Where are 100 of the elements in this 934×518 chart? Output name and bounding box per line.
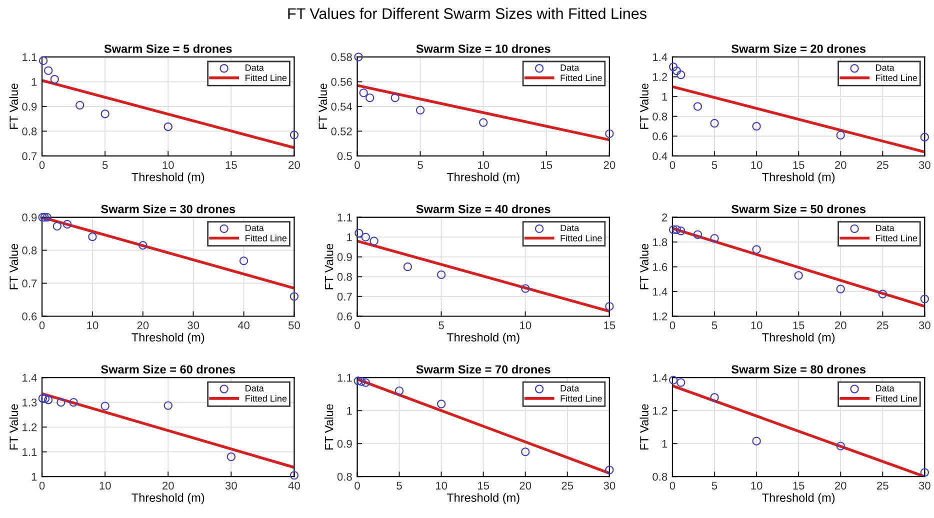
x-tick-label: 15 bbox=[793, 482, 804, 490]
y-axis-title: FT Value bbox=[640, 244, 648, 290]
x-tick-label: 30 bbox=[225, 482, 237, 490]
chart-title: Swarm Size = 70 drones bbox=[416, 364, 550, 374]
x-tick-label: 15 bbox=[226, 161, 237, 169]
chart-title: Swarm Size = 20 drones bbox=[731, 44, 866, 53]
x-tick-label: 10 bbox=[751, 482, 762, 490]
y-tick-label: 1 bbox=[662, 440, 668, 448]
y-tick-label: 0.8 bbox=[22, 246, 37, 254]
x-tick-label: 20 bbox=[162, 482, 174, 490]
y-tick-label: 1 bbox=[662, 92, 668, 101]
legend-label: Fitted Line bbox=[876, 74, 918, 82]
legend-label: Fitted Line bbox=[246, 234, 287, 242]
y-tick-label: 1.2 bbox=[653, 406, 668, 415]
x-tick-label: 10 bbox=[100, 482, 111, 490]
x-tick-label: 10 bbox=[751, 321, 762, 330]
chart-title: Swarm Size = 80 drones bbox=[731, 364, 866, 374]
y-tick-label: 1.2 bbox=[653, 312, 668, 320]
legend-label: Data bbox=[876, 224, 894, 232]
x-tick-label: 5 bbox=[712, 161, 718, 169]
y-tick-label: 1.2 bbox=[22, 423, 37, 432]
y-tick-label: 0.9 bbox=[22, 102, 37, 111]
x-tick-label: 10 bbox=[162, 161, 174, 169]
x-tick-label: 20 bbox=[834, 482, 846, 490]
x-tick-label: 30 bbox=[918, 321, 930, 330]
legend-label: Fitted Line bbox=[560, 74, 602, 82]
x-tick-label: 5 bbox=[396, 482, 402, 490]
x-tick-label: 10 bbox=[436, 482, 448, 490]
x-tick-label: 20 bbox=[604, 161, 616, 169]
y-tick-label: 0.7 bbox=[337, 292, 352, 301]
x-tick-label: 0 bbox=[354, 482, 360, 490]
y-tick-label: 0.8 bbox=[337, 472, 352, 481]
y-tick-label: 2 bbox=[662, 214, 668, 222]
legend-label: Fitted Line bbox=[246, 395, 287, 402]
x-tick-label: 10 bbox=[478, 161, 490, 169]
legend-label: Fitted Line bbox=[246, 74, 287, 82]
y-axis-title: FT Value bbox=[324, 404, 334, 450]
x-tick-label: 20 bbox=[520, 482, 532, 490]
legend-label: Data bbox=[560, 224, 580, 232]
x-tick-label: 0 bbox=[354, 161, 360, 169]
x-tick-label: 0 bbox=[354, 321, 360, 330]
y-tick-label: 0.56 bbox=[331, 78, 352, 86]
y-tick-label: 1.1 bbox=[338, 214, 352, 222]
y-axis-title: FT Value bbox=[9, 244, 18, 290]
y-tick-label: 1.4 bbox=[653, 53, 668, 62]
y-tick-label: 0.5 bbox=[337, 152, 352, 160]
x-tick-label: 30 bbox=[604, 482, 616, 490]
legend-label: Fitted Line bbox=[876, 395, 918, 402]
x-tick-label: 20 bbox=[834, 161, 846, 169]
x-axis-title: Threshold (m) bbox=[446, 332, 520, 344]
y-tick-label: 0.58 bbox=[331, 53, 352, 62]
chart-title: Swarm Size = 50 drones bbox=[731, 204, 866, 214]
y-axis-title: FT Value bbox=[318, 84, 328, 129]
x-tick-label: 50 bbox=[288, 321, 300, 330]
x-axis-title: Threshold (m) bbox=[132, 493, 204, 504]
chart-title: Swarm Size = 60 drones bbox=[101, 364, 236, 374]
x-axis-title: Threshold (m) bbox=[762, 332, 835, 344]
x-tick-label: 25 bbox=[562, 482, 574, 490]
y-axis-title: FT Value bbox=[324, 244, 334, 290]
x-tick-label: 5 bbox=[712, 482, 718, 490]
legend-label: Data bbox=[246, 64, 264, 71]
x-tick-label: 20 bbox=[834, 321, 846, 330]
y-tick-label: 1.4 bbox=[22, 374, 37, 382]
legend-label: Data bbox=[876, 64, 894, 71]
x-tick-label: 30 bbox=[918, 482, 930, 490]
y-axis-title: FT Value bbox=[9, 404, 18, 450]
x-tick-label: 0 bbox=[670, 161, 676, 169]
x-axis-title: Threshold (m) bbox=[762, 172, 835, 184]
x-tick-label: 0 bbox=[670, 482, 676, 490]
x-tick-label: 30 bbox=[918, 161, 930, 169]
legend-label: Data bbox=[876, 385, 894, 392]
x-tick-label: 15 bbox=[478, 482, 490, 490]
y-tick-label: 0.9 bbox=[22, 214, 37, 222]
y-tick-label: 0.6 bbox=[652, 132, 668, 140]
legend-label: Fitted Line bbox=[876, 234, 918, 242]
x-tick-label: 15 bbox=[793, 161, 804, 169]
x-tick-label: 5 bbox=[418, 161, 423, 169]
text: FT Values for Different Swarm Sizes with Fitted Lines bbox=[288, 8, 646, 19]
x-tick-label: 0 bbox=[670, 321, 676, 330]
y-tick-label: 0.8 bbox=[22, 127, 37, 136]
x-tick-label: 5 bbox=[712, 322, 718, 330]
chart-title: Swarm Size = 40 drones bbox=[416, 204, 550, 214]
y-tick-label: 0.6 bbox=[22, 312, 37, 320]
y-tick-label: 1.2 bbox=[653, 73, 668, 81]
y-tick-label: 0.8 bbox=[652, 472, 668, 481]
x-tick-label: 10 bbox=[751, 161, 762, 169]
y-tick-label: 0.9 bbox=[337, 253, 352, 262]
x-tick-label: 0 bbox=[39, 321, 45, 330]
x-tick-label: 15 bbox=[541, 161, 552, 169]
y-axis-title: FT Value bbox=[640, 84, 648, 129]
x-tick-label: 15 bbox=[604, 322, 616, 330]
x-axis-title: Threshold (m) bbox=[132, 172, 204, 184]
y-tick-label: 1.4 bbox=[653, 374, 668, 382]
x-axis-title: Threshold (m) bbox=[762, 493, 835, 504]
x-tick-label: 25 bbox=[877, 321, 888, 330]
y-tick-label: 1.1 bbox=[22, 448, 37, 456]
y-tick-label: 1 bbox=[347, 233, 352, 242]
y-tick-label: 1.6 bbox=[653, 263, 668, 271]
y-tick-label: 1 bbox=[32, 472, 37, 481]
x-tick-label: 25 bbox=[877, 482, 888, 490]
